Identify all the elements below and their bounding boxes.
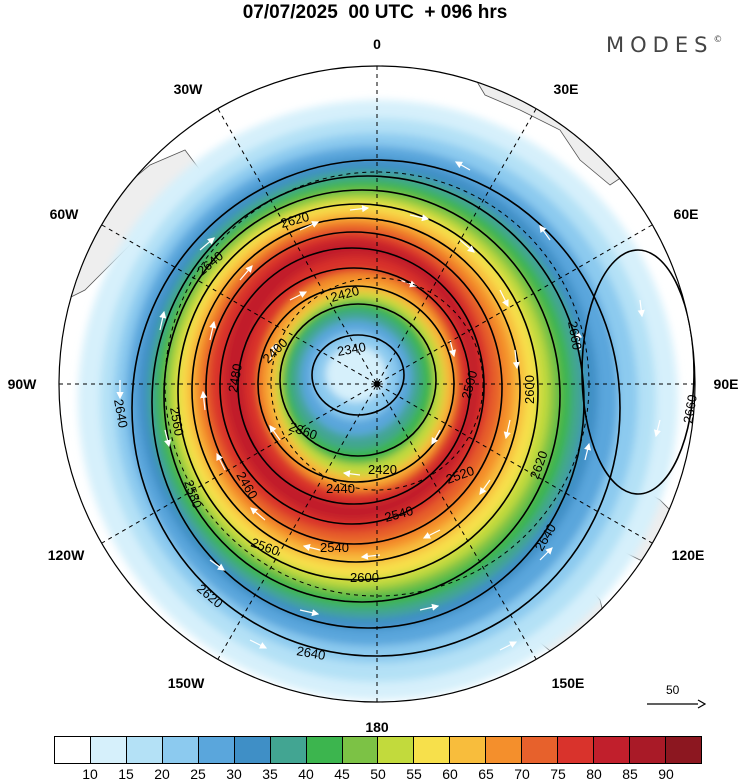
contour-label: 2620 — [279, 209, 311, 231]
longitude-label-30e: 30E — [553, 81, 579, 97]
legend-tick-label: 30 — [226, 766, 242, 782]
longitude-label-30w: 30W — [173, 81, 203, 97]
copyright-icon: © — [713, 35, 723, 45]
legend-swatch — [162, 737, 199, 763]
legend-swatch — [486, 737, 523, 763]
legend-swatch — [90, 737, 127, 763]
longitude-label-60e: 60E — [673, 206, 699, 222]
legend-tick-label: 65 — [478, 766, 494, 782]
contour-label: 2420 — [368, 462, 397, 477]
legend-swatch — [378, 737, 415, 763]
legend-swatch — [306, 737, 343, 763]
legend-swatch — [558, 737, 595, 763]
legend-tick-label: 80 — [586, 766, 602, 782]
legend-swatch — [630, 737, 666, 763]
legend-tick-label: 10 — [82, 766, 98, 782]
legend-swatch — [594, 737, 630, 763]
legend-tick-label: 55 — [406, 766, 422, 782]
longitude-label-0: 0 — [373, 36, 381, 52]
legend-tick-label: 45 — [334, 766, 350, 782]
map-border — [58, 65, 696, 703]
contour-label: 2480 — [225, 362, 245, 393]
contour-label: 2540 — [383, 503, 415, 525]
reference-vector-label: 50 — [666, 683, 680, 697]
contour-label: 2420 — [329, 283, 361, 305]
graticule — [59, 66, 695, 702]
longitude-label-180: 180 — [365, 719, 389, 735]
longitude-label-150e: 150E — [551, 675, 585, 691]
wind-vectors — [116, 161, 661, 651]
longitude-label-120w: 120W — [47, 547, 85, 563]
contour-label: 2640 — [295, 643, 326, 663]
legend-swatch — [270, 737, 307, 763]
legend-swatch — [198, 737, 235, 763]
contour-label: 2440 — [326, 481, 355, 496]
legend-tick-label: 15 — [118, 766, 134, 782]
longitude-label-90w: 90W — [7, 376, 37, 392]
pole-marker — [374, 381, 380, 387]
legend-tick-label: 20 — [154, 766, 170, 782]
reference-vector-arrow-icon — [647, 699, 706, 709]
contour-label: 2600 — [522, 375, 537, 404]
legend-tick-label: 90 — [658, 766, 674, 782]
color-legend-bar — [54, 736, 702, 764]
contour-label: 2340 — [336, 339, 367, 359]
longitude-label-60w: 60W — [49, 206, 79, 222]
legend-tick-label: 35 — [262, 766, 278, 782]
legend-swatch — [414, 737, 451, 763]
longitude-label-90e: 90E — [713, 376, 739, 392]
legend-tick-label: 70 — [514, 766, 530, 782]
contour-label: 2660 — [565, 320, 585, 351]
longitude-label-150w: 150W — [167, 675, 205, 691]
contour-label: 2560 — [167, 406, 187, 437]
contour-label: 2500 — [458, 369, 480, 401]
contour-label: 2640 — [111, 398, 131, 429]
legend-tick-label: 50 — [370, 766, 386, 782]
legend-tick-label: 40 — [298, 766, 314, 782]
height-contours — [131, 159, 695, 657]
legend-swatch — [234, 737, 271, 763]
contour-label: 2600 — [350, 570, 379, 585]
legend-swatch — [342, 737, 379, 763]
page-title: 07/07/2025 00 UTC + 096 hrs — [242, 2, 508, 23]
legend-swatch — [450, 737, 487, 763]
contour-label: 2540 — [320, 540, 349, 555]
legend-tick-label: 25 — [190, 766, 206, 782]
legend-tick-label: 60 — [442, 766, 458, 782]
brand-text: MODES — [606, 33, 714, 57]
legend-swatch — [126, 737, 163, 763]
longitude-label-120e: 120E — [671, 547, 705, 563]
legend-tick-label: 85 — [622, 766, 638, 782]
brand-logo: MODES© — [606, 33, 722, 57]
legend-tick-label: 75 — [550, 766, 566, 782]
contour-label: 2660 — [680, 393, 700, 424]
legend-swatch — [55, 737, 91, 763]
legend-swatch — [522, 737, 559, 763]
polar-map: 2340 2360 2400 2420 2420 2440 2460 2480 … — [58, 65, 700, 703]
legend-swatch — [665, 737, 701, 763]
